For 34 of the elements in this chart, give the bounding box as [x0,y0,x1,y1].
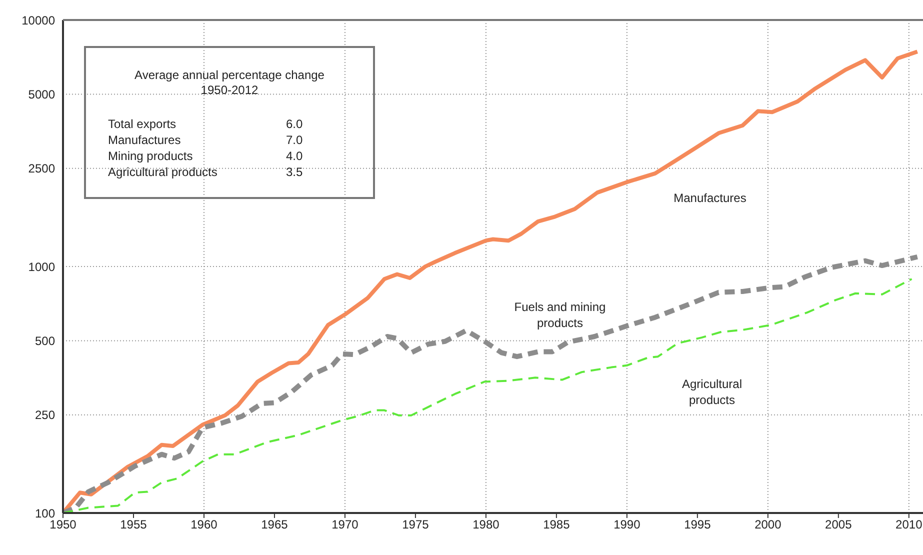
annotation: Average annual percentage change [134,68,326,83]
x-tick-label: 1960 [190,518,218,532]
x-tick-label: 1990 [614,518,641,532]
x-tick-label: 1955 [120,518,148,532]
annotation: 6.0 [286,116,303,132]
x-tick-label: 2005 [825,518,852,532]
x-tick-label: 2010 [896,518,923,532]
x-tick-label: 2000 [754,518,782,532]
line-series [63,50,920,513]
x-tick-label: 1975 [402,518,430,532]
x-tick-label: 1980 [472,518,500,532]
annotation: 1950-2012 [200,83,260,98]
annotation: Total exports [108,116,178,132]
annotation: Manufactures [108,132,182,148]
y-tick-label: 250 [34,408,56,422]
y-tick-label: 1000 [28,260,56,274]
text: Manufactures [672,190,748,206]
annotation: 4.0 [286,148,303,164]
x-tick-label: 1950 [50,518,77,532]
x-tick-label: 1970 [332,518,359,532]
x-tick-label: 1995 [684,518,712,532]
y-tick-label: 500 [34,334,56,348]
annotation: 7.0 [286,132,303,148]
annotation: Agricultural products [108,164,218,180]
x-tick-label: 1965 [261,518,288,532]
series-label: Fuels and mining products [513,299,607,331]
y-tick-label: 5000 [28,87,56,102]
y-tick-label: 10000 [22,13,56,28]
x-tick-label: 1985 [543,518,570,532]
text: Agricultural products [680,376,744,408]
annotation: Mining products [108,148,194,164]
y-tick-label: 2500 [28,162,56,176]
annotation: 3.5 [286,164,303,180]
y-tick-label: 100 [34,506,56,520]
